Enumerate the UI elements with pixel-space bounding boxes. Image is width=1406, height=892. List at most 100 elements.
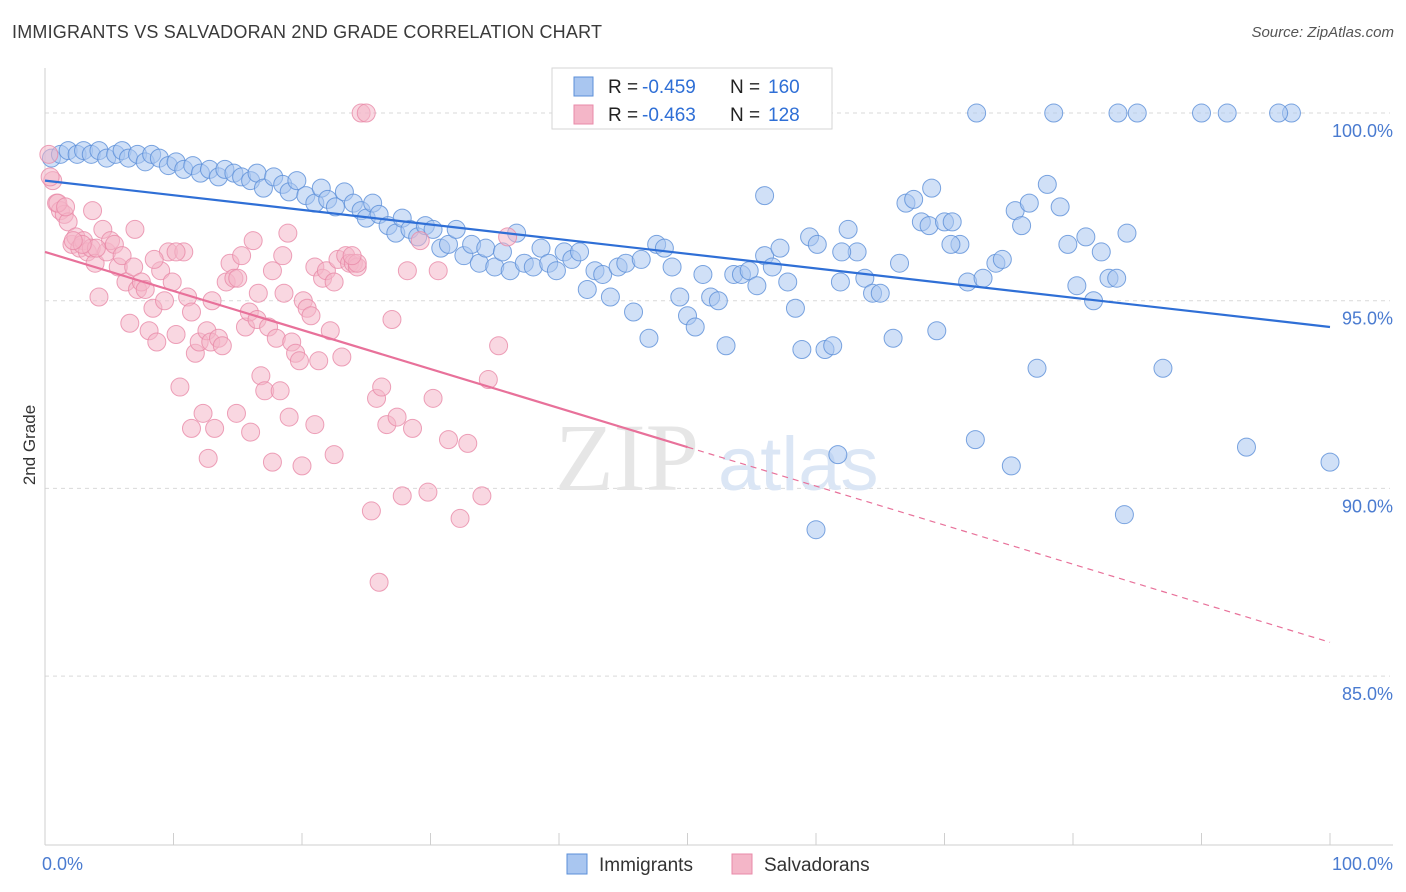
salvadorans-point-53 — [243, 231, 263, 251]
immigrants-point-68 — [570, 242, 590, 262]
immigrants-point-115 — [942, 212, 962, 232]
immigrants-point-79 — [654, 238, 674, 258]
immigrants-point-144 — [1127, 103, 1147, 123]
immigrants-point-130 — [1076, 227, 1096, 247]
immigrants-point-102 — [830, 272, 850, 292]
bottom-legend-label-0: Immigrants — [599, 855, 693, 876]
immigrants-point-99 — [807, 234, 827, 254]
immigrants-point-103 — [838, 219, 858, 239]
immigrants-point-107 — [870, 283, 890, 303]
immigrants-point-75 — [624, 302, 644, 322]
y-axis-label: 2nd Grade — [20, 405, 39, 485]
legend-r-value-0: -0.459 — [642, 77, 696, 98]
legend-n-value-0: 160 — [768, 77, 800, 98]
salvadorans-point-70 — [309, 351, 329, 371]
immigrants-point-80 — [662, 257, 682, 277]
bottom-legend: Immigrants Salvadorans — [566, 853, 870, 876]
salvadorans-point-94 — [423, 388, 443, 408]
legend-n-value-1: 128 — [768, 105, 800, 126]
immigrants-point-83 — [685, 317, 705, 337]
bottom-legend-label-1: Salvadorans — [764, 855, 870, 876]
salvadorans-point-22 — [124, 257, 144, 277]
salvadorans-point-102 — [498, 227, 518, 247]
immigrants-point-84 — [693, 264, 713, 284]
immigrants-point-145 — [1217, 103, 1237, 123]
source-label: Source: ZipAtlas.com — [1251, 24, 1394, 41]
salvadorans-trend-line — [44, 250, 688, 449]
salvadorans-point-30 — [155, 291, 175, 311]
immigrants-point-139 — [1320, 452, 1340, 472]
immigrants-point-81 — [670, 287, 690, 307]
legend-r-label-1: R = — [608, 105, 638, 126]
salvadorans-point-45 — [212, 336, 232, 356]
immigrants-point-136 — [1153, 358, 1173, 378]
immigrants-point-63 — [531, 238, 551, 258]
immigrants-point-87 — [716, 336, 736, 356]
grid-lines — [45, 112, 1390, 677]
salvadorans-point-90 — [397, 261, 417, 281]
salvadorans-point-98 — [458, 433, 478, 453]
immigrants-point-51 — [438, 234, 458, 254]
x-tick-labels: 0.0% 100.0% — [42, 854, 1393, 874]
salvadorans-point-96 — [438, 430, 458, 450]
legend: R = -0.459 N = 160 R = -0.463 N = 128 — [551, 67, 833, 130]
y-tick-label-2: 95.0% — [1342, 309, 1393, 329]
watermark-zip: ZIP — [555, 404, 699, 511]
salvadorans-point-40 — [193, 403, 213, 423]
salvadorans-point-89 — [392, 486, 412, 506]
immigrants-point-101 — [823, 336, 843, 356]
immigrants-point-154 — [890, 253, 910, 273]
chart-title: IMMIGRANTS VS SALVADORAN 2ND GRADE CORRE… — [12, 22, 603, 42]
salvadorans-point-117 — [144, 249, 164, 269]
immigrants-point-94 — [770, 238, 790, 258]
immigrants-point-76 — [631, 249, 651, 269]
salvadorans-point-65 — [289, 351, 309, 371]
immigrants-point-147 — [1108, 103, 1128, 123]
salvadorans-point-97 — [450, 508, 470, 528]
salvadorans-point-93 — [418, 482, 438, 502]
immigrants-point-153 — [941, 234, 961, 254]
salvadorans-point-116 — [166, 242, 186, 262]
data-points — [39, 103, 1340, 592]
watermark-atlas: atlas — [718, 422, 879, 507]
legend-swatch-0 — [573, 76, 594, 97]
y-tick-labels: 85.0% 90.0% 95.0% 100.0% — [1332, 121, 1393, 704]
immigrants-point-126 — [1037, 174, 1057, 194]
x-tick-label-0: 0.0% — [42, 854, 83, 874]
watermark: ZIP atlas — [555, 404, 879, 511]
immigrants-point-129 — [1067, 276, 1087, 296]
salvadorans-point-99 — [472, 486, 492, 506]
immigrants-point-113 — [927, 321, 947, 341]
immigrants-point-119 — [973, 268, 993, 288]
immigrants-point-142 — [806, 520, 826, 540]
salvadorans-point-91 — [403, 418, 423, 438]
immigrants-point-140 — [1001, 456, 1021, 476]
immigrants-point-72 — [600, 287, 620, 307]
salvadorans-point-109 — [262, 452, 282, 472]
salvadorans-point-120 — [83, 201, 103, 221]
immigrants-point-71 — [593, 264, 613, 284]
immigrants-point-95 — [778, 272, 798, 292]
immigrants-point-77 — [639, 328, 659, 348]
salvadorans-point-110 — [305, 415, 325, 435]
salvadorans-point-106 — [292, 456, 312, 476]
immigrants-point-96 — [785, 298, 805, 318]
immigrants-point-110 — [904, 189, 924, 209]
bottom-legend-swatch-0 — [566, 853, 588, 875]
y-tick-label-1: 90.0% — [1342, 496, 1393, 516]
salvadorans-point-73 — [320, 321, 340, 341]
salvadorans-point-37 — [181, 302, 201, 322]
salvadorans-point-43 — [205, 418, 225, 438]
salvadorans-point-92 — [410, 231, 430, 251]
salvadorans-point-95 — [428, 261, 448, 281]
y-tick-label-0: 85.0% — [1342, 684, 1393, 704]
salvadorans-point-62 — [278, 223, 298, 243]
immigrants-point-148 — [967, 103, 987, 123]
immigrants-point-121 — [992, 249, 1012, 269]
immigrants-point-155 — [832, 242, 852, 262]
immigrants-point-118 — [965, 430, 985, 450]
immigrants-point-135 — [1117, 223, 1137, 243]
immigrants-point-56 — [476, 238, 496, 258]
immigrants-point-65 — [546, 261, 566, 281]
salvadorans-point-85 — [372, 377, 392, 397]
